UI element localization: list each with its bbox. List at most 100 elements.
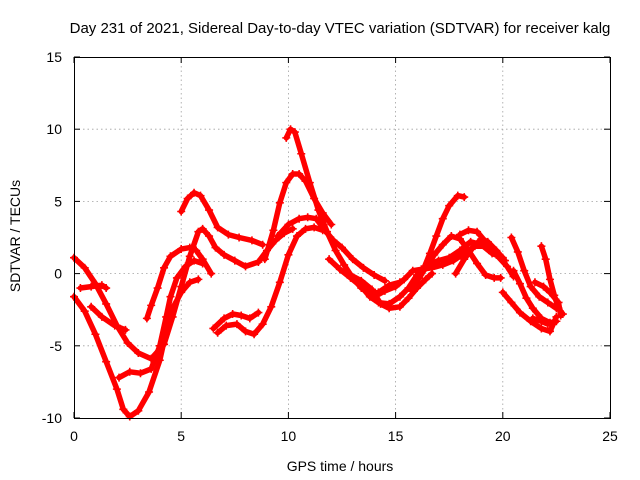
data-point-marker	[80, 307, 89, 316]
data-point-marker	[134, 349, 143, 358]
data-point-marker	[537, 242, 546, 251]
data-point-marker	[295, 214, 304, 223]
data-point-marker	[509, 266, 518, 275]
data-point-marker	[211, 243, 220, 252]
data-point-marker	[297, 149, 306, 158]
data-point-marker	[102, 357, 111, 366]
data-point-marker	[359, 263, 368, 272]
data-point-marker	[438, 260, 447, 269]
data-point-marker	[194, 227, 203, 236]
series-line	[144, 244, 214, 322]
data-point-marker	[331, 246, 340, 255]
data-point-marker	[301, 224, 310, 233]
data-point-marker	[254, 308, 263, 317]
data-point-marker	[125, 367, 134, 376]
data-series-s15	[370, 242, 518, 301]
data-point-marker	[87, 302, 96, 311]
data-point-marker	[340, 260, 349, 269]
data-point-marker	[503, 262, 512, 271]
series-line	[210, 309, 262, 332]
data-point-marker	[537, 317, 546, 326]
data-point-marker	[545, 327, 554, 336]
data-point-marker	[153, 284, 162, 293]
data-point-marker	[121, 325, 130, 334]
data-point-marker	[220, 250, 229, 259]
series-line	[178, 189, 266, 248]
data-point-marker	[481, 271, 490, 280]
data-point-marker	[91, 330, 100, 339]
data-point-marker	[282, 178, 291, 187]
data-point-marker	[177, 207, 186, 216]
data-point-marker	[213, 223, 222, 232]
data-point-marker	[507, 298, 516, 307]
x-tick-label: 25	[602, 428, 618, 444]
x-tick-label: 15	[388, 428, 404, 444]
x-tick-label: 10	[281, 428, 297, 444]
data-point-marker	[250, 330, 259, 339]
data-point-marker	[357, 276, 366, 285]
data-series-s3	[76, 281, 111, 293]
x-tick-label: 20	[495, 428, 511, 444]
data-point-marker	[314, 206, 323, 215]
data-point-marker	[97, 281, 106, 290]
data-point-marker	[376, 299, 385, 308]
data-point-marker	[447, 232, 456, 241]
data-point-marker	[368, 285, 377, 294]
data-point-marker	[327, 220, 336, 229]
data-point-marker	[338, 243, 346, 252]
data-point-marker	[258, 240, 267, 249]
data-series	[70, 125, 567, 421]
data-point-marker	[97, 312, 106, 321]
data-point-marker	[205, 206, 214, 215]
data-series-s8	[209, 308, 263, 333]
data-point-marker	[310, 223, 319, 232]
data-point-marker	[451, 269, 460, 278]
data-point-marker	[520, 266, 529, 275]
data-point-marker	[438, 214, 447, 223]
data-point-marker	[282, 133, 291, 142]
data-point-marker	[545, 275, 554, 284]
data-point-marker	[245, 314, 254, 323]
y-tick-label: 10	[46, 121, 62, 137]
data-point-marker	[267, 302, 276, 311]
data-point-marker	[395, 292, 404, 301]
data-point-marker	[241, 262, 250, 271]
data-point-marker	[498, 288, 507, 297]
data-point-marker	[119, 405, 128, 414]
data-point-marker	[275, 198, 284, 207]
data-point-marker	[335, 265, 344, 274]
data-point-marker	[408, 266, 417, 275]
data-series-s7	[177, 188, 267, 249]
data-point-marker	[496, 273, 505, 282]
data-point-marker	[558, 310, 567, 319]
data-point-marker	[147, 301, 156, 310]
data-point-marker	[224, 230, 233, 239]
data-point-marker	[370, 271, 379, 280]
data-point-marker	[222, 321, 231, 330]
data-point-marker	[76, 284, 85, 293]
data-point-marker	[492, 246, 501, 255]
data-point-marker	[550, 291, 559, 300]
data-series-s21	[507, 233, 561, 313]
data-series-s4	[87, 302, 130, 334]
data-point-marker	[196, 191, 205, 200]
data-point-marker	[543, 320, 552, 329]
data-point-marker	[205, 232, 214, 241]
data-point-marker	[269, 226, 278, 235]
data-point-marker	[284, 220, 293, 229]
data-point-marker	[421, 275, 430, 284]
data-point-marker	[535, 292, 544, 301]
data-point-marker	[213, 328, 222, 337]
data-point-marker	[380, 286, 389, 295]
data-point-marker	[220, 314, 229, 323]
axis-ticks: 0 5 10 15 20 25 -10 -5 0 5 10 15	[42, 49, 618, 444]
data-point-marker	[198, 224, 207, 233]
data-point-marker	[166, 292, 175, 301]
data-point-marker	[391, 282, 400, 291]
data-point-marker	[145, 388, 154, 397]
data-series-s6	[142, 243, 216, 323]
data-series-s25	[537, 242, 567, 319]
data-point-marker	[177, 245, 186, 254]
data-point-marker	[415, 273, 424, 282]
